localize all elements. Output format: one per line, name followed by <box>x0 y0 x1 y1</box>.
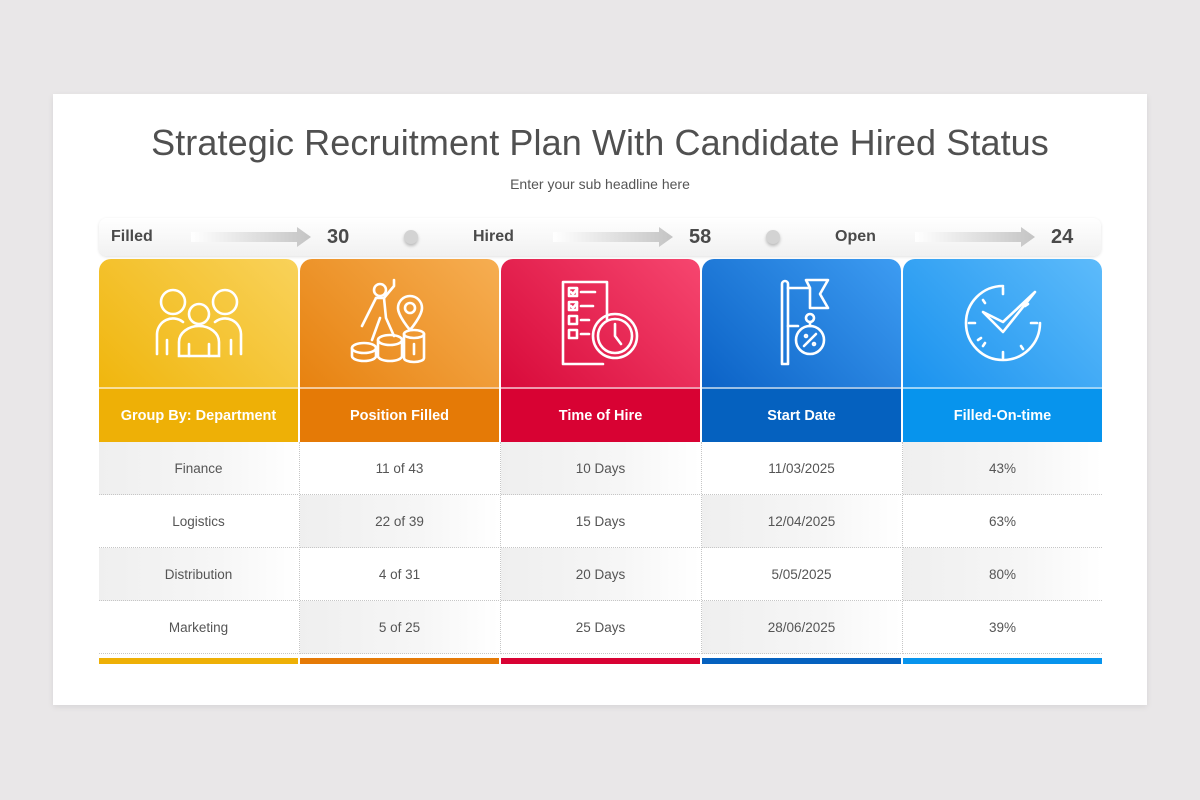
table-cell: Logistics <box>99 495 298 548</box>
arrow-right-icon <box>553 227 673 247</box>
separator-dot-icon <box>766 230 780 244</box>
table-cell: 43% <box>903 442 1102 495</box>
stat-label-hired: Hired <box>473 228 514 245</box>
slide: Strategic Recruitment Plan With Candidat… <box>53 94 1147 705</box>
table-cell: Distribution <box>99 548 298 601</box>
column-divider <box>902 442 903 654</box>
column-department: Group By: Department Finance Logistics D… <box>99 259 298 664</box>
column-divider <box>500 442 501 654</box>
table-cell: 39% <box>903 601 1102 654</box>
column-header-panel <box>300 259 499 387</box>
flag-stopwatch-icon <box>780 278 829 366</box>
table-cell: 25 Days <box>501 601 700 654</box>
page-subtitle: Enter your sub headline here <box>510 176 690 192</box>
table-cell: 5 of 25 <box>300 601 499 654</box>
column-header-panel <box>702 259 901 387</box>
checklist-timer-icon <box>561 280 638 366</box>
table-cell: 63% <box>903 495 1102 548</box>
table-cell: 10 Days <box>501 442 700 495</box>
column-footer-bar <box>702 658 901 664</box>
column-position-filled: Position Filled 11 of 43 22 of 39 4 of 3… <box>300 259 499 664</box>
stat-label-open: Open <box>835 228 876 245</box>
column-header-label: Start Date <box>702 387 901 442</box>
column-footer-bar <box>903 658 1102 664</box>
team-icon <box>155 288 242 358</box>
table-cell: 11 of 43 <box>300 442 499 495</box>
column-header-panel <box>903 259 1102 387</box>
table-cell: 28/06/2025 <box>702 601 901 654</box>
arrow-right-icon <box>915 227 1035 247</box>
column-start-date: Start Date 11/03/2025 12/04/2025 5/05/20… <box>702 259 901 664</box>
clock-check-icon <box>964 284 1041 362</box>
separator-dot-icon <box>404 230 418 244</box>
career-climb-icon <box>350 278 425 364</box>
table-cell: 15 Days <box>501 495 700 548</box>
table-cell: 22 of 39 <box>300 495 499 548</box>
table-cell: 5/05/2025 <box>702 548 901 601</box>
page-title: Strategic Recruitment Plan With Candidat… <box>151 122 1049 163</box>
column-header-panel <box>99 259 298 387</box>
column-time-of-hire: Time of Hire 10 Days 15 Days 20 Days 25 … <box>501 259 700 664</box>
column-header-label: Group By: Department <box>99 387 298 442</box>
stat-label-filled: Filled <box>111 228 153 245</box>
column-header-panel <box>501 259 700 387</box>
table-cell: Marketing <box>99 601 298 654</box>
stat-bar: Filled 30 Hired 58 Open 24 <box>99 218 1101 256</box>
table-cell: 20 Days <box>501 548 700 601</box>
stat-value-filled: 30 <box>327 226 350 248</box>
column-filled-on-time: Filled-On-time 43% 63% 80% 39% <box>903 259 1102 664</box>
column-footer-bar <box>99 658 298 664</box>
stat-value-hired: 58 <box>689 226 712 248</box>
column-divider <box>299 442 300 654</box>
stat-value-open: 24 <box>1051 226 1074 248</box>
table-cell: 11/03/2025 <box>702 442 901 495</box>
table-cell: 4 of 31 <box>300 548 499 601</box>
column-footer-bar <box>300 658 499 664</box>
column-header-label: Filled-On-time <box>903 387 1102 442</box>
column-footer-bar <box>501 658 700 664</box>
column-divider <box>701 442 702 654</box>
column-header-label: Time of Hire <box>501 387 700 442</box>
table-cell: 12/04/2025 <box>702 495 901 548</box>
arrow-right-icon <box>191 227 311 247</box>
column-header-label: Position Filled <box>300 387 499 442</box>
table-cell: Finance <box>99 442 298 495</box>
table-cell: 80% <box>903 548 1102 601</box>
